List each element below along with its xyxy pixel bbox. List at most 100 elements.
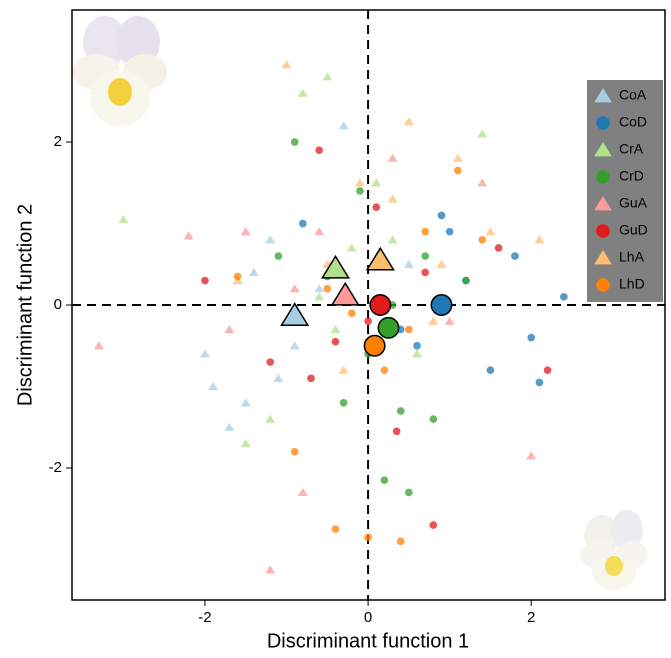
point: [392, 427, 401, 436]
point: [436, 259, 447, 268]
point: [314, 227, 325, 236]
point: [331, 525, 340, 533]
point: [535, 378, 544, 387]
point: [273, 373, 284, 382]
legend-label: GuD: [619, 222, 648, 238]
point: [478, 235, 487, 244]
point: [526, 451, 537, 460]
point: [387, 235, 398, 244]
legend-marker: [596, 224, 610, 238]
point: [477, 178, 488, 187]
legend-label: LhA: [619, 249, 645, 265]
point: [437, 211, 446, 220]
point: [200, 349, 210, 358]
point: [330, 324, 341, 334]
point: [421, 268, 430, 277]
legend-label: LhD: [619, 276, 645, 292]
point: [265, 414, 276, 423]
point: [380, 476, 389, 485]
legend-label: CrA: [619, 141, 644, 157]
point: [290, 138, 299, 146]
point: [387, 153, 398, 162]
point: [314, 292, 325, 301]
legend-label: GuA: [619, 195, 648, 211]
centroid: [369, 294, 392, 316]
y-tick-label: 0: [54, 296, 62, 313]
point: [405, 488, 413, 497]
point: [380, 366, 389, 375]
legend-box: [587, 80, 663, 302]
point: [428, 316, 439, 325]
point: [93, 341, 104, 350]
legend-marker: [594, 88, 612, 103]
point: [290, 447, 299, 456]
point: [307, 374, 315, 383]
point: [477, 129, 488, 138]
point: [297, 487, 308, 497]
centroid: [280, 302, 310, 326]
point: [413, 341, 421, 350]
point: [543, 366, 552, 375]
point: [240, 227, 251, 236]
legend-label: CoA: [619, 87, 647, 103]
point: [265, 565, 276, 574]
flower-top-left: [72, 16, 167, 126]
point: [412, 349, 422, 358]
point: [338, 365, 349, 374]
y-tick-label: 2: [54, 133, 62, 150]
legend-marker: [596, 278, 610, 292]
point: [265, 235, 276, 244]
centroid: [365, 246, 395, 271]
point: [274, 252, 283, 260]
point: [494, 244, 503, 252]
centroid: [320, 254, 351, 279]
point: [297, 88, 308, 97]
point: [347, 309, 356, 317]
point: [421, 227, 430, 236]
point: [315, 146, 323, 154]
point: [372, 203, 381, 212]
point: [322, 72, 333, 81]
point: [452, 153, 463, 162]
point: [421, 252, 430, 260]
point: [364, 533, 372, 542]
point: [354, 178, 365, 187]
centroid: [330, 281, 360, 306]
y-axis-label: Discriminant function 2: [14, 204, 36, 406]
point: [338, 121, 349, 130]
point: [527, 333, 536, 342]
point: [224, 422, 235, 431]
point: [511, 252, 519, 260]
centroid: [363, 334, 386, 357]
x-tick-label: 2: [527, 609, 535, 626]
point: [396, 537, 405, 546]
point: [403, 259, 414, 268]
point: [371, 178, 382, 187]
legend-marker: [594, 250, 612, 265]
point: [240, 398, 251, 407]
centroid: [430, 294, 453, 316]
x-tick-label: -2: [198, 609, 211, 626]
y-tick-label: -2: [49, 459, 62, 476]
flower-bottom-right: [580, 510, 648, 590]
point: [429, 521, 438, 529]
point: [560, 293, 568, 301]
point: [387, 194, 398, 203]
point: [233, 272, 242, 281]
point: [403, 117, 414, 126]
x-tick-label: 0: [364, 609, 372, 626]
legend-label: CrD: [619, 168, 644, 184]
point: [396, 407, 405, 415]
point: [429, 415, 438, 423]
point: [183, 231, 194, 240]
point: [364, 317, 372, 326]
point: [118, 214, 129, 224]
point: [323, 284, 332, 293]
centroid: [377, 316, 400, 339]
point: [339, 398, 348, 407]
point: [453, 166, 462, 175]
point: [444, 316, 455, 325]
point: [289, 341, 300, 350]
point: [534, 235, 545, 244]
